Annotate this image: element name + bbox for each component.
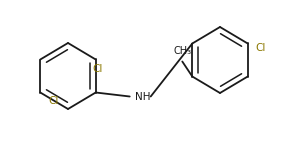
Text: Cl: Cl	[93, 64, 103, 74]
Text: NH: NH	[135, 92, 150, 102]
Text: CH₃: CH₃	[173, 47, 191, 57]
Text: Cl: Cl	[256, 43, 266, 54]
Text: Cl: Cl	[49, 96, 59, 106]
